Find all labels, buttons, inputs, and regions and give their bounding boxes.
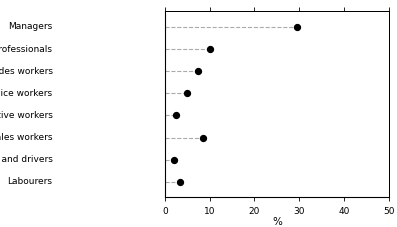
Text: Managers: Managers bbox=[8, 22, 52, 31]
Point bbox=[171, 158, 177, 162]
Text: Community and personal service workers: Community and personal service workers bbox=[0, 89, 52, 98]
Text: Clerical and administrative workers: Clerical and administrative workers bbox=[0, 111, 52, 120]
Text: Labourers: Labourers bbox=[8, 178, 52, 186]
Text: Technicians  and trades workers: Technicians and trades workers bbox=[0, 67, 52, 76]
Text: Sales workers: Sales workers bbox=[0, 133, 52, 142]
Point bbox=[173, 114, 179, 117]
X-axis label: %: % bbox=[272, 217, 282, 227]
Point bbox=[206, 47, 213, 51]
Point bbox=[294, 25, 300, 29]
Text: Professionals: Professionals bbox=[0, 44, 52, 54]
Point bbox=[195, 69, 202, 73]
Point bbox=[184, 91, 191, 95]
Text: Machinery operators and drivers: Machinery operators and drivers bbox=[0, 155, 52, 164]
Point bbox=[200, 136, 206, 139]
Point bbox=[177, 180, 184, 184]
